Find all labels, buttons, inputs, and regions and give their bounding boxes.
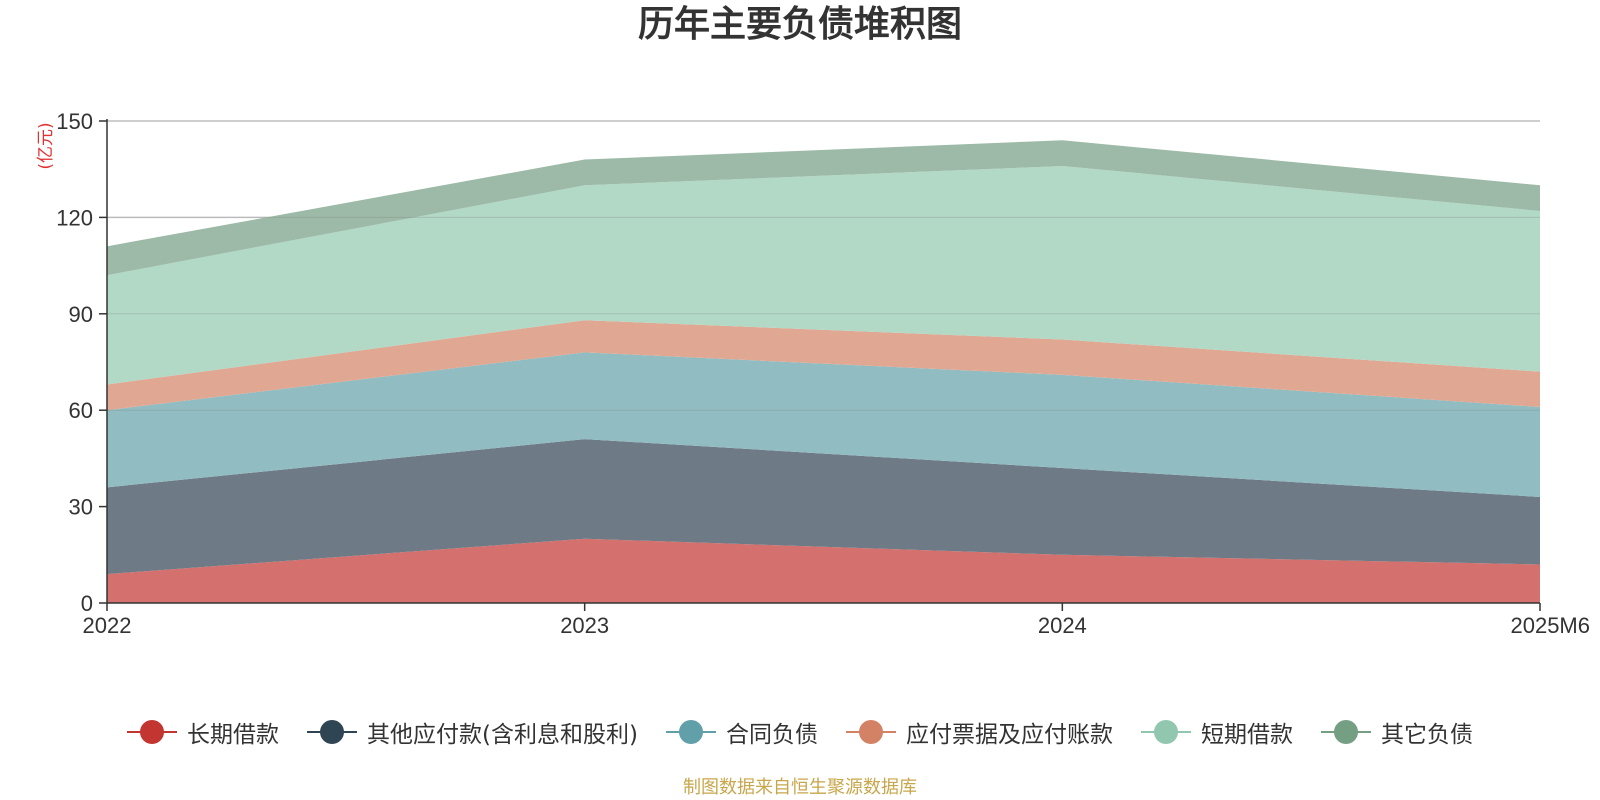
area-series-5	[107, 140, 1540, 276]
legend-item-4[interactable]: 短期借款	[1140, 715, 1293, 749]
legend-marker-icon	[845, 719, 896, 745]
legend-item-2[interactable]: 合同负债	[665, 715, 818, 749]
legend-label: 其他应付款(含利息和股利)	[367, 722, 638, 748]
y-axis-unit-label: (亿元)	[36, 122, 56, 169]
area-series-2	[107, 352, 1540, 497]
area-series-1	[107, 439, 1540, 575]
legend-label: 合同负债	[725, 722, 818, 748]
x-tick-label: 2023	[560, 613, 609, 638]
legend-label: 短期借款	[1200, 722, 1293, 748]
legend-marker-icon	[1140, 719, 1191, 745]
area-series-0	[107, 538, 1540, 603]
legend-label: 应付票据及应付账款	[905, 722, 1113, 748]
legend-marker-icon	[127, 719, 178, 745]
legend-item-1[interactable]: 其他应付款(含利息和股利)	[307, 715, 638, 749]
chart-legend: 长期借款 其他应付款(含利息和股利) 合同负债 应付票据及应付账款 短期借款 其它负债	[0, 715, 1600, 749]
legend-marker-icon	[1320, 719, 1371, 745]
area-series-4	[107, 165, 1540, 385]
chart-title: 历年主要负债堆积图	[637, 4, 962, 45]
legend-label: 长期借款	[187, 722, 280, 748]
legend-marker-icon	[307, 719, 358, 745]
y-tick-label: 120	[56, 205, 93, 230]
source-note: 制图数据来自恒生聚源数据库	[683, 777, 917, 798]
x-tick-label: 2022	[83, 613, 132, 638]
legend-item-0[interactable]: 长期借款	[127, 715, 279, 749]
x-tick-label: 2025M6	[1510, 613, 1590, 638]
y-tick-label: 30	[69, 495, 93, 520]
legend-item-5[interactable]: 其它负债	[1320, 715, 1473, 749]
legend-marker-icon	[665, 719, 716, 745]
legend-item-3[interactable]: 应付票据及应付账款	[845, 715, 1113, 749]
legend-label: 其它负债	[1380, 722, 1473, 748]
y-tick-label: 90	[69, 302, 93, 327]
x-tick-label: 2024	[1038, 613, 1087, 638]
y-tick-label: 0	[81, 591, 93, 616]
y-tick-label: 60	[69, 398, 93, 423]
area-series-3	[107, 320, 1540, 411]
y-tick-label: 150	[56, 109, 93, 134]
